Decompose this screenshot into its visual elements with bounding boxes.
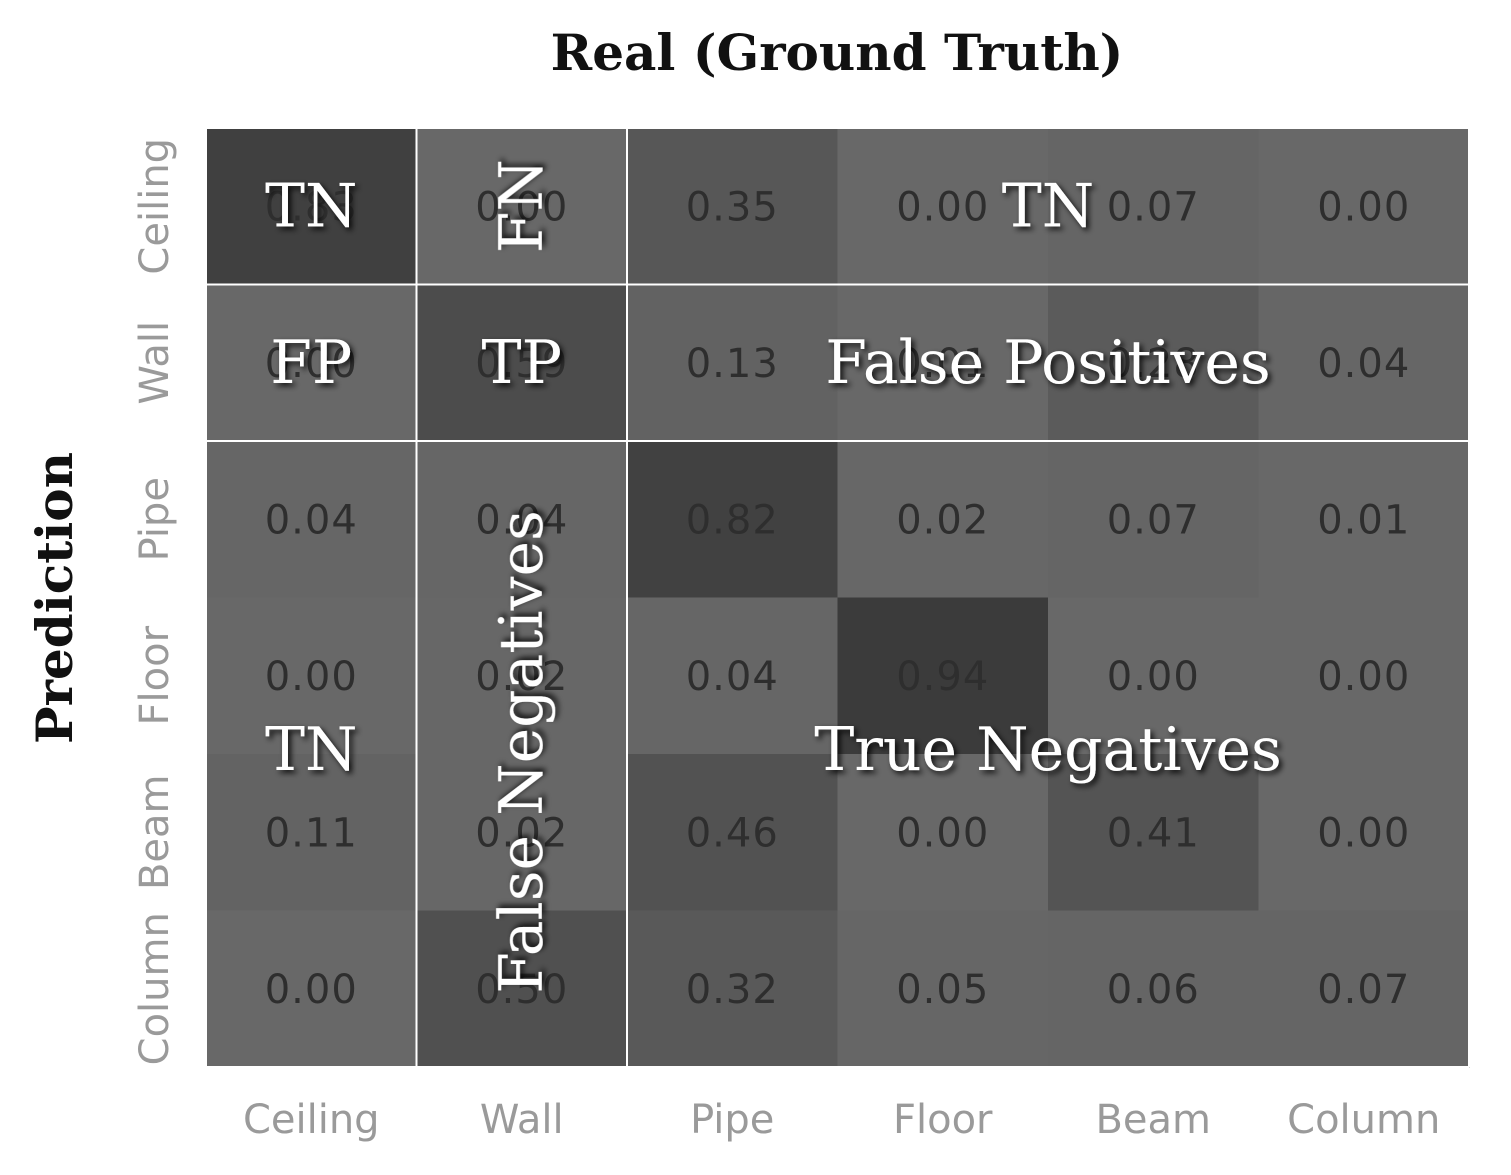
- heatmap-cell: [1258, 597, 1470, 755]
- cell-value-label: 0.82: [686, 497, 779, 543]
- cell-value-label: 0.13: [686, 341, 779, 387]
- annotation-label: False Negatives: [487, 510, 557, 994]
- heatmap-cell: [627, 128, 838, 285]
- cell-value-label: 0.00: [1107, 654, 1200, 700]
- annotation-label: True Negatives: [814, 715, 1282, 785]
- cell-value-label: 0.06: [1107, 967, 1200, 1013]
- y-tick-label: Column: [132, 912, 178, 1065]
- heatmap-cell: [627, 597, 838, 755]
- cell-value-label: 0.41: [1107, 810, 1200, 856]
- cell-value-label: 0.00: [1317, 810, 1410, 856]
- heatmap-cell: [1258, 441, 1470, 598]
- heatmap-cell: [837, 441, 1049, 598]
- cell-value-label: 0.02: [475, 654, 568, 700]
- annotation-label: TN: [265, 715, 358, 785]
- heatmap-cell: [206, 910, 417, 1068]
- heatmap-cell: [837, 754, 1049, 911]
- heatmap-cell: [416, 597, 628, 755]
- annotation-label: FP: [270, 328, 352, 398]
- heatmap-cell: [206, 441, 417, 598]
- cell-value-label: 0.00: [1317, 654, 1410, 700]
- cell-value-label: 0.83: [265, 184, 358, 230]
- cell-value-label: 0.11: [265, 810, 358, 856]
- heatmap-cell: [837, 910, 1049, 1068]
- heatmap-cell: [627, 284, 838, 442]
- cell-value-label: 0.46: [686, 810, 779, 856]
- heatmap-cell: [627, 910, 838, 1068]
- cell-value-label: 0.04: [686, 654, 779, 700]
- heatmap-cell: [206, 754, 417, 911]
- heatmap-cell: [206, 128, 417, 285]
- heatmap-cell: [416, 128, 628, 285]
- cell-value-label: 0.00: [265, 341, 358, 387]
- heatmap-cell: [627, 754, 838, 911]
- x-tick-label: Pipe: [690, 1097, 774, 1143]
- heatmap-cell: [1048, 284, 1259, 442]
- cell-value-label: 0.01: [896, 341, 989, 387]
- x-tick-label: Ceiling: [243, 1097, 380, 1143]
- heatmap-cell: [1258, 284, 1470, 442]
- annotation-label: FN: [487, 159, 557, 253]
- heatmap-cell: [627, 441, 838, 598]
- annotation-label: False Positives: [825, 328, 1270, 398]
- cell-value-label: 0.35: [686, 184, 779, 230]
- cell-value-label: 0.04: [1317, 341, 1410, 387]
- x-axis-title: Real (Ground Truth): [551, 23, 1124, 82]
- cell-value-label: 0.00: [896, 184, 989, 230]
- cell-value-label: 0.28: [1107, 341, 1200, 387]
- heatmap-cell: [416, 284, 628, 442]
- y-tick-label: Beam: [132, 774, 178, 890]
- annotation-label: TN: [1002, 171, 1095, 241]
- cell-value-label: 0.07: [1317, 967, 1410, 1013]
- heatmap-cell: [416, 441, 628, 598]
- cell-value-label: 0.02: [475, 810, 568, 856]
- y-tick-label: Wall: [132, 321, 178, 405]
- y-tick-label: Ceiling: [132, 138, 178, 275]
- heatmap-cell: [1258, 754, 1470, 911]
- x-tick-label: Beam: [1095, 1097, 1211, 1143]
- cell-value-label: 0.00: [265, 654, 358, 700]
- heatmap-cell: [1258, 128, 1470, 285]
- cell-value-label: 0.50: [475, 967, 568, 1013]
- x-tick-label: Floor: [893, 1097, 993, 1143]
- x-tick-label: Column: [1287, 1097, 1440, 1143]
- heatmap-cell: [416, 754, 628, 911]
- heatmap-cell: [1048, 441, 1259, 598]
- annotation-label: TP: [482, 328, 562, 398]
- cell-value-label: 0.07: [1107, 184, 1200, 230]
- y-tick-label: Pipe: [132, 477, 178, 561]
- cell-value-label: 0.00: [896, 810, 989, 856]
- heatmap-cell: [1258, 910, 1470, 1068]
- heatmap-cell: [416, 910, 628, 1068]
- y-tick-label: Floor: [132, 625, 178, 725]
- cell-value-label: 0.00: [475, 184, 568, 230]
- heatmap-cell: [837, 284, 1049, 442]
- cell-value-label: 0.05: [896, 967, 989, 1013]
- heatmap-cell: [206, 597, 417, 755]
- heatmap-cell: [206, 284, 417, 442]
- cell-value-label: 0.02: [896, 497, 989, 543]
- heatmap-cell: [1048, 754, 1259, 911]
- cell-value-label: 0.59: [475, 341, 568, 387]
- cell-value-label: 0.00: [1317, 184, 1410, 230]
- cell-value-label: 0.07: [1107, 497, 1200, 543]
- heatmap-cell: [1048, 597, 1259, 755]
- cell-value-label: 0.04: [265, 497, 358, 543]
- y-axis-title: Prediction: [25, 452, 84, 744]
- heatmap-cell: [1048, 128, 1259, 285]
- cell-value-label: 0.04: [475, 497, 568, 543]
- annotation-label: TN: [265, 171, 358, 241]
- heatmap-cell: [837, 128, 1049, 285]
- heatmap-cell: [1048, 910, 1259, 1068]
- x-tick-label: Wall: [480, 1097, 564, 1143]
- cell-value-label: 0.01: [1317, 497, 1410, 543]
- cell-value-label: 0.00: [265, 967, 358, 1013]
- cell-value-label: 0.32: [686, 967, 779, 1013]
- cell-value-label: 0.94: [896, 654, 989, 700]
- heatmap-cell: [837, 597, 1049, 755]
